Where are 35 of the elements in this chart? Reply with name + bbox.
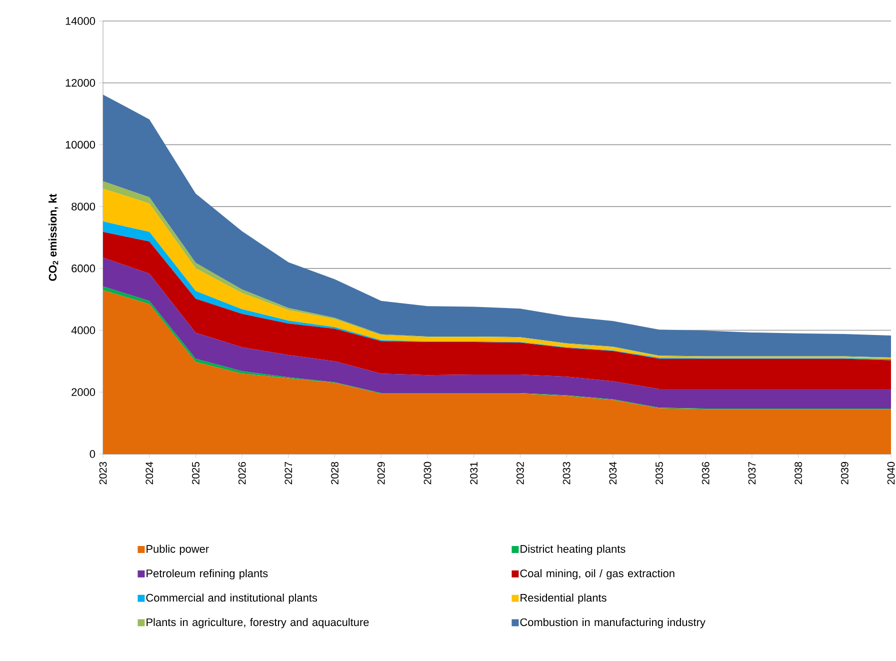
y-tick-label: 4000 [71, 326, 96, 334]
x-tick-label: 2036 [702, 462, 710, 484]
x-tick-label: 2034 [609, 462, 617, 484]
x-tick-label: 2039 [840, 462, 848, 484]
legend-label: Public power [146, 544, 209, 555]
x-tick-label: 2038 [794, 462, 802, 484]
x-tick-label: 2029 [377, 462, 385, 484]
x-tick-label: 2023 [99, 462, 107, 484]
x-tick-label: 2028 [331, 462, 338, 484]
x-tick-label: 2033 [562, 462, 570, 484]
y-axis-title: CO$_{2}$ emission, kt [48, 194, 58, 281]
legend-label: Residential plants [520, 594, 606, 604]
y-tick-label: 10000 [66, 140, 96, 149]
y-tick-label: 0 [90, 450, 96, 458]
y-tick-label: 14000 [66, 17, 96, 25]
x-tick-label: 2035 [656, 462, 663, 484]
y-tick-label: 8000 [72, 202, 96, 210]
y-tick-label: 12000 [66, 78, 96, 87]
legend-label: Combustion in manufacturing industry [520, 618, 706, 628]
x-tick-label: 2031 [470, 462, 478, 484]
x-tick-label: 2024 [146, 462, 154, 484]
y-tick-label: 6000 [72, 264, 96, 272]
x-tick-label: 2040 [887, 462, 895, 484]
legend-label: Plants in agriculture, forestry and aquaculture [146, 618, 369, 628]
y-tick-label: 2000 [72, 388, 96, 396]
x-tick-label: 2025 [192, 462, 200, 484]
legend-label: Petroleum refining plants [146, 569, 268, 580]
x-tick-label: 2027 [284, 462, 292, 484]
legend-label: Coal mining, oil / gas extraction [520, 569, 674, 580]
x-tick-label: 2037 [748, 462, 756, 484]
x-tick-label: 2030 [424, 462, 432, 484]
x-tick-label: 2026 [238, 462, 246, 484]
legend-label: Commercial and institutional plants [146, 594, 318, 604]
x-tick-label: 2032 [516, 462, 524, 484]
legend-label: District heating plants [520, 544, 626, 555]
